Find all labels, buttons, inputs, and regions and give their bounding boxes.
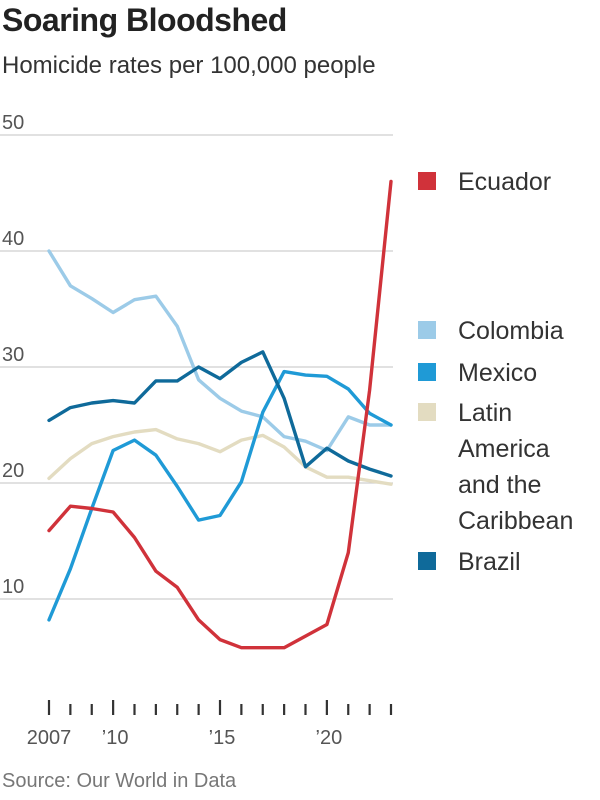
- chart-title: Soaring Bloodshed: [2, 2, 287, 38]
- series-line-latin-america-and-the-caribbean: [47, 427, 393, 486]
- chart-subtitle: Homicide rates per 100,000 people: [2, 52, 376, 79]
- legend-label-latin-america-and-the-caribbean: Latin America and the Caribbean: [458, 399, 573, 535]
- legend-swatch-latin-america-and-the-caribbean: [418, 403, 436, 421]
- legend-swatch-brazil: [418, 552, 436, 570]
- series-line-ecuador: [47, 179, 393, 650]
- y-tick-label-10: 10: [2, 576, 24, 598]
- y-tick-label-50: 50: [2, 112, 24, 134]
- y-tick-label-40: 40: [2, 228, 24, 250]
- legend-label-ecuador: Ecuador: [458, 168, 551, 196]
- legend-swatch-ecuador: [418, 172, 436, 190]
- series-lines: [47, 179, 393, 650]
- x-tick-label-2020: ’20: [316, 727, 343, 749]
- series-line-brazil: [47, 350, 393, 478]
- legend-label-brazil: Brazil: [458, 548, 521, 576]
- y-tick-label-30: 30: [2, 344, 24, 366]
- y-tick-label-20: 20: [2, 460, 24, 482]
- axes: 10 20 30 40 50 2007 ’10 ’15 ’20: [2, 112, 393, 749]
- x-tick-label-2015: ’15: [209, 727, 236, 749]
- legend-swatch-colombia: [418, 321, 436, 339]
- x-tick-label-2007: 2007: [27, 727, 72, 749]
- legend-swatch-mexico: [418, 363, 436, 381]
- legend: Ecuador Colombia Mexico Latin America and the…: [418, 168, 573, 576]
- legend-label-colombia: Colombia: [458, 317, 564, 345]
- source-note: Source: Our World in Data: [2, 770, 237, 792]
- series-line-colombia: [47, 249, 393, 453]
- series-line-mexico: [47, 369, 393, 622]
- x-tick-label-2010: ’10: [102, 727, 129, 749]
- legend-label-mexico: Mexico: [458, 359, 537, 387]
